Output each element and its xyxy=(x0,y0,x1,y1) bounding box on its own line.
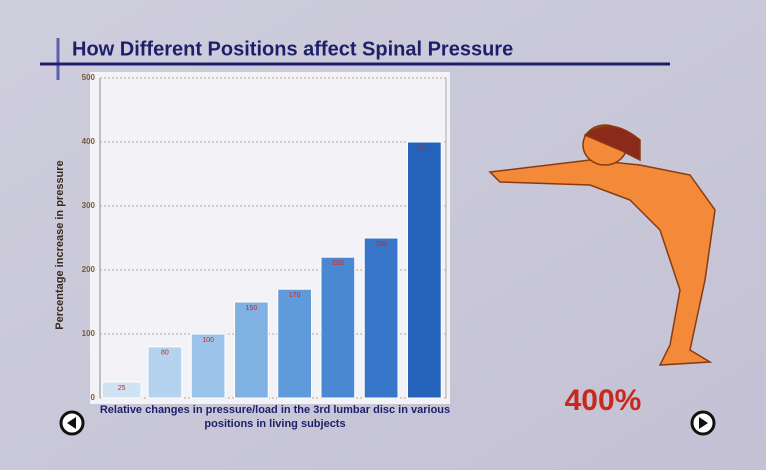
y-tick-label: 200 xyxy=(82,265,96,274)
slide: How Different Positions affect Spinal Pr… xyxy=(0,0,766,470)
nav-next[interactable] xyxy=(692,412,714,434)
value-label: 250 xyxy=(375,241,387,248)
y-tick-label: 500 xyxy=(82,73,96,82)
y-tick-label: 400 xyxy=(82,137,96,146)
value-label: 100 xyxy=(202,337,214,344)
value-label: 150 xyxy=(246,305,258,312)
y-tick-label: 0 xyxy=(91,393,96,402)
nav-prev[interactable] xyxy=(61,412,83,434)
bar xyxy=(235,302,269,398)
bar xyxy=(408,142,442,398)
bar xyxy=(364,238,398,398)
x-axis-label: Relative changes in pressure/load in the… xyxy=(90,403,460,431)
annotation: 400% xyxy=(565,384,642,417)
bar xyxy=(278,289,312,398)
y-tick-label: 300 xyxy=(82,201,96,210)
bar xyxy=(321,257,355,398)
value-label: 25 xyxy=(118,385,126,392)
y-axis-label: Percentage increase in pressure xyxy=(54,160,66,329)
chart-title: How Different Positions affect Spinal Pr… xyxy=(72,38,513,60)
value-label: 170 xyxy=(289,292,301,299)
value-label: 400 xyxy=(419,145,431,152)
value-label: 220 xyxy=(332,260,344,267)
x-caption-box: Relative changes in pressure/load in the… xyxy=(90,403,460,437)
value-label: 80 xyxy=(161,350,169,357)
y-tick-label: 100 xyxy=(82,329,96,338)
